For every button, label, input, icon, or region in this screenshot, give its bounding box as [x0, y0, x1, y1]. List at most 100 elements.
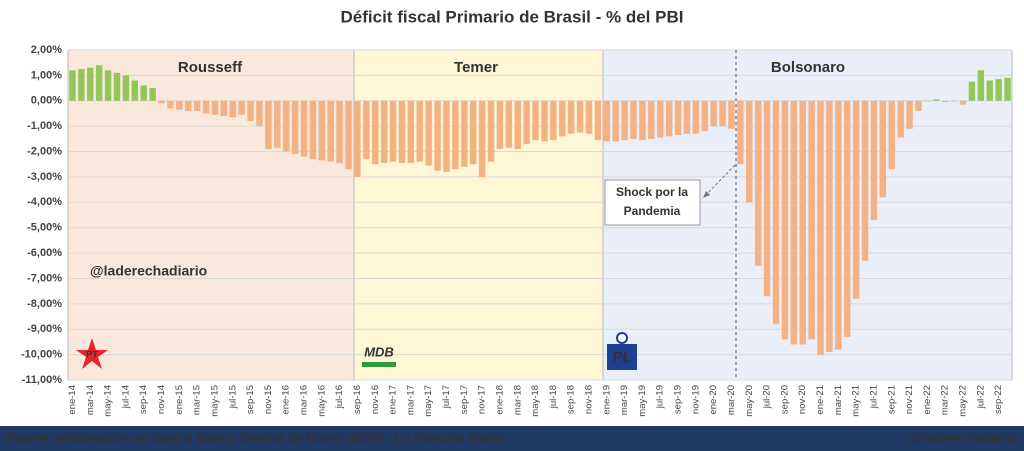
bar — [772, 100, 780, 325]
bar — [434, 100, 441, 171]
bar — [763, 100, 771, 297]
bar — [621, 100, 628, 141]
bar — [470, 100, 477, 165]
period-label: Bolsonaro — [771, 59, 845, 76]
x-tick-label: ene-14 — [67, 385, 78, 415]
y-tick-label: 0,00% — [31, 95, 62, 107]
bar — [398, 100, 406, 163]
bar — [665, 100, 673, 137]
x-tick-label: ene-19 — [601, 385, 612, 415]
bar — [282, 100, 290, 152]
bar — [407, 100, 415, 163]
bar — [220, 100, 228, 116]
bar — [897, 100, 904, 138]
bar — [131, 80, 138, 101]
x-tick-label: sep-17 — [459, 385, 470, 414]
period-label: Temer — [454, 59, 498, 76]
bar — [461, 100, 468, 167]
bar — [585, 100, 593, 134]
bar — [193, 100, 201, 111]
footer-handle: @laderechadiario — [909, 430, 1018, 445]
x-tick-label: nov-20 — [797, 385, 808, 414]
y-tick-label: -2,00% — [27, 145, 62, 157]
bar — [478, 100, 486, 177]
annotation-arrow — [704, 164, 736, 197]
bar — [211, 100, 219, 115]
bar — [550, 100, 557, 141]
bar — [291, 100, 299, 155]
bar — [879, 100, 887, 198]
bar — [532, 100, 539, 141]
footer-source: Fuente: elaboración en base a Banco Cent… — [6, 430, 505, 445]
annotation: Pandemia — [624, 204, 681, 218]
bar — [630, 100, 637, 139]
x-tick-label: sep-22 — [993, 385, 1004, 414]
bar — [505, 100, 513, 148]
bar — [746, 100, 753, 203]
logo-text: MDB — [364, 344, 394, 359]
bar — [594, 100, 602, 141]
bar — [95, 65, 103, 101]
bar — [300, 100, 308, 157]
bar — [158, 100, 165, 104]
bar — [354, 100, 361, 177]
y-tick-label: -6,00% — [27, 247, 62, 259]
pt-logo — [76, 338, 108, 369]
y-tick-label: -4,00% — [27, 196, 62, 208]
bar — [541, 100, 548, 142]
bar — [933, 99, 940, 101]
bar — [167, 100, 174, 109]
bar — [835, 100, 842, 350]
x-tick-label: jul-17 — [441, 385, 452, 409]
y-tick-label: -10,00% — [21, 349, 62, 361]
bar — [149, 88, 156, 101]
x-tick-label: nov-14 — [156, 385, 167, 414]
logo-text: PT — [86, 349, 98, 359]
bar — [915, 100, 922, 111]
bar — [674, 100, 682, 136]
y-tick-label: -7,00% — [27, 272, 62, 284]
x-tick-label: ene-18 — [494, 385, 505, 415]
x-tick-label: nov-19 — [690, 385, 701, 414]
watermark: @laderechadiario — [90, 263, 207, 279]
bar — [309, 100, 317, 160]
x-tick-label: nov-15 — [263, 385, 274, 414]
bar — [380, 100, 388, 163]
annotation-box — [604, 179, 701, 226]
bar — [719, 100, 726, 127]
bar — [737, 100, 744, 165]
x-tick-label: nov-21 — [904, 385, 915, 414]
x-tick-label: mar-22 — [940, 385, 951, 415]
y-tick-label: -3,00% — [27, 171, 62, 183]
period-label: Rousseff — [178, 59, 243, 76]
x-tick-label: jul-16 — [334, 385, 345, 409]
pl-logo — [607, 344, 637, 370]
x-tick-label: sep-18 — [566, 385, 577, 414]
bar — [924, 100, 931, 102]
bar — [844, 100, 851, 337]
x-tick-label: may-16 — [316, 385, 327, 417]
bar — [523, 100, 530, 144]
bar — [701, 100, 708, 132]
bar — [274, 100, 281, 148]
bar — [140, 85, 147, 101]
bar — [826, 100, 833, 353]
bar — [443, 100, 450, 172]
bar — [754, 100, 762, 266]
y-tick-label: -8,00% — [27, 298, 62, 310]
x-tick-label: nov-16 — [370, 385, 381, 414]
x-tick-label: mar-15 — [192, 385, 203, 415]
bar — [87, 67, 94, 101]
y-tick-label: 1,00% — [31, 69, 62, 81]
mdb-stripe — [362, 362, 396, 367]
bar — [995, 79, 1002, 101]
chart-title: Déficit fiscal Primario de Brasil - % de… — [341, 7, 684, 26]
x-tick-label: may-14 — [103, 385, 114, 417]
x-tick-label: mar-19 — [619, 385, 630, 415]
bar — [185, 100, 192, 111]
bar — [363, 100, 370, 160]
x-tick-label: may-19 — [637, 385, 648, 417]
bar — [790, 100, 798, 345]
bar — [372, 100, 379, 165]
bar — [852, 100, 860, 299]
